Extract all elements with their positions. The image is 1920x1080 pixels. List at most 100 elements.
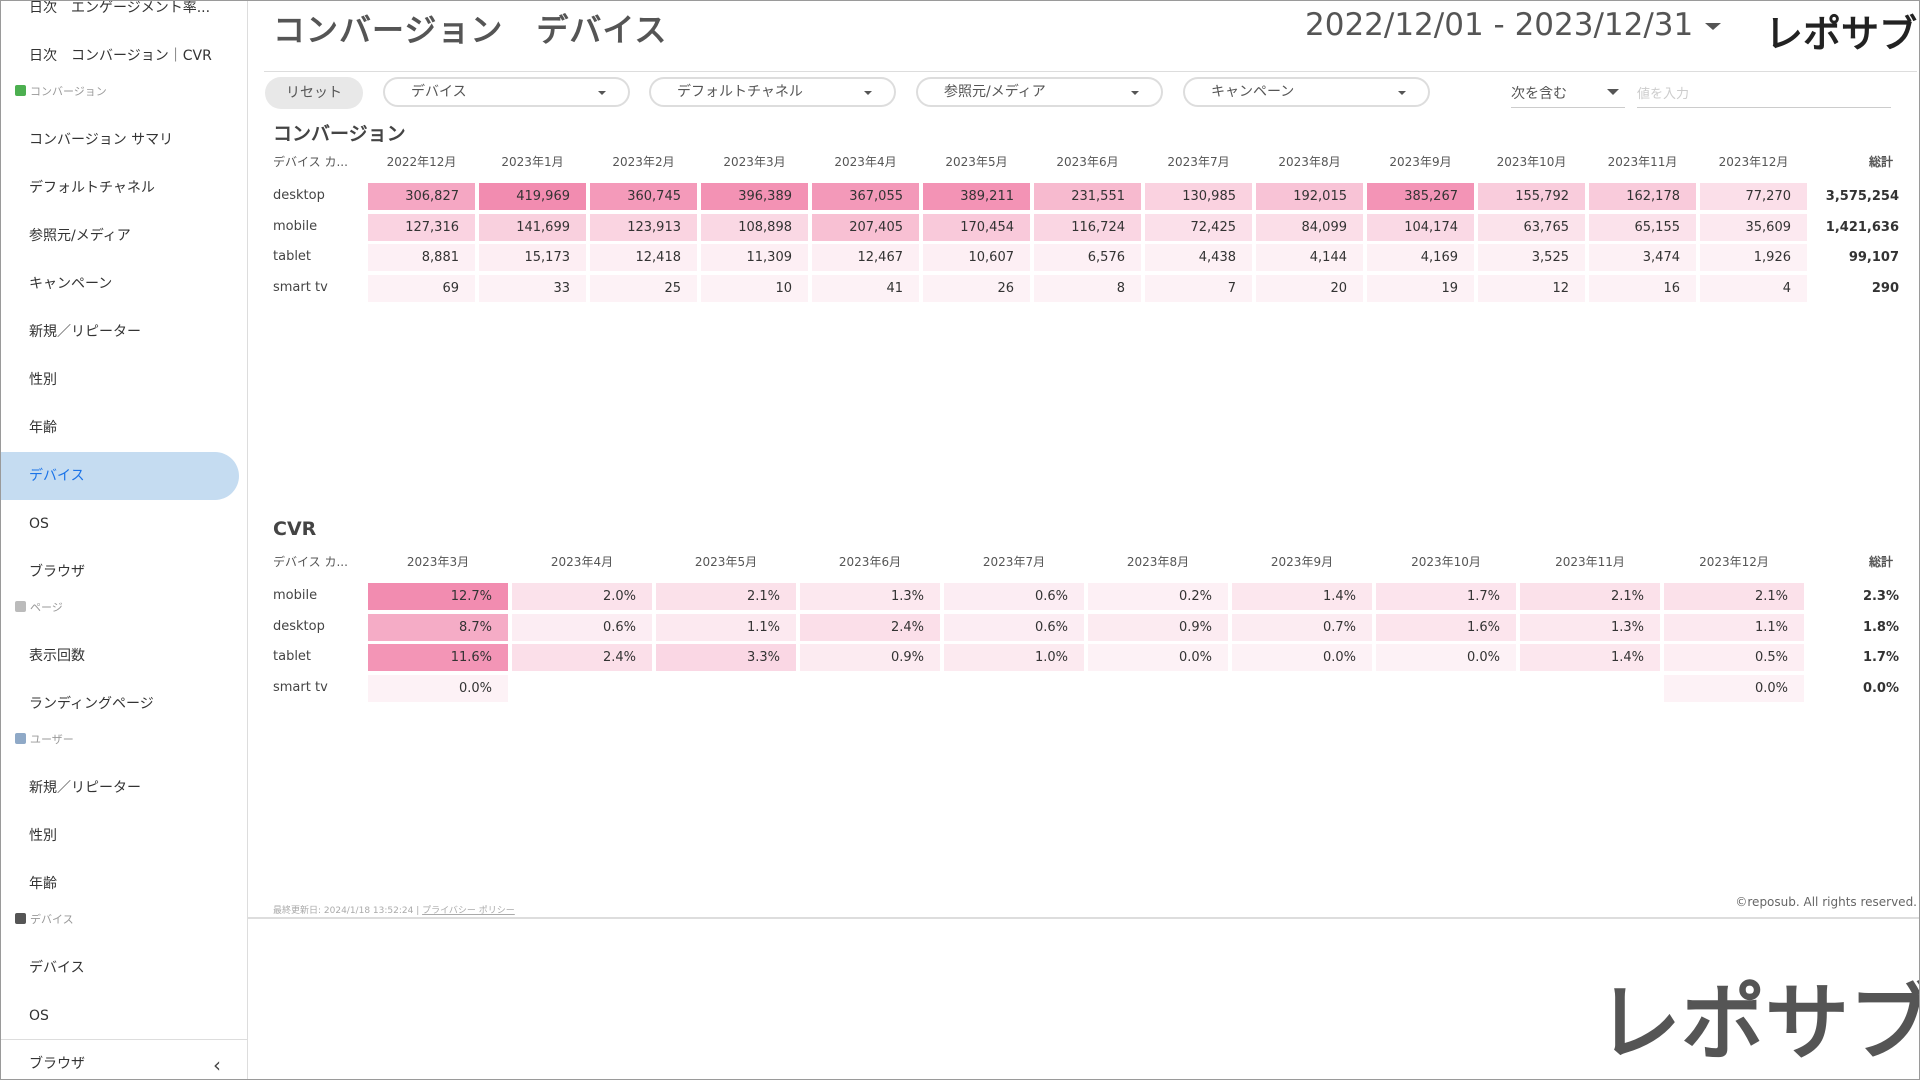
table-cell: 2.0%: [512, 583, 652, 610]
table-cell: 77,270: [1700, 183, 1807, 210]
table-cell: 0.0%: [1664, 674, 1804, 702]
column-header: 2023年11月: [1555, 555, 1625, 569]
reset-button[interactable]: リセット: [265, 77, 363, 109]
collapse-button[interactable]: ‹: [213, 1053, 221, 1077]
nav-item[interactable]: 参照元/メディア: [29, 228, 131, 244]
filter-dropdown[interactable]: キャンペーン: [1183, 77, 1430, 107]
logo: レポサブ: [1765, 12, 1918, 56]
nav-item[interactable]: 新規／リピーター: [29, 324, 141, 340]
table-cell: 12.7%: [368, 583, 508, 610]
column-header: 2023年8月: [1278, 155, 1341, 169]
row-label: mobile: [273, 218, 318, 234]
date-range[interactable]: 2022/12/01 - 2023/12/31: [1305, 7, 1694, 43]
table-cell: 306,827: [368, 183, 475, 210]
nav-item[interactable]: 性別: [29, 372, 57, 388]
column-header: 2023年5月: [945, 155, 1008, 169]
footer-divider: [248, 917, 1919, 919]
table-cell: 63,765: [1478, 213, 1585, 241]
nav-item[interactable]: キャンペーン: [29, 276, 113, 292]
table-cell: 0.6%: [512, 613, 652, 641]
column-header: 2023年12月: [1699, 555, 1769, 569]
nav-item[interactable]: デバイス: [29, 468, 85, 484]
column-header: 2023年9月: [1270, 555, 1334, 569]
table-cell: 155,792: [1478, 183, 1585, 210]
column-header: 2023年4月: [834, 155, 897, 169]
table-cell: 12,418: [590, 244, 697, 271]
column-header: デバイス カ...: [273, 555, 348, 569]
nav-item[interactable]: 新規／リピーター: [29, 780, 141, 796]
table-cell: 4,144: [1256, 244, 1363, 271]
table-cell: 25: [590, 274, 697, 302]
privacy-link[interactable]: プライバシー ポリシー: [422, 906, 515, 916]
table-cell: 8: [1034, 274, 1141, 302]
copyright: ©reposub. All rights reserved.: [1735, 895, 1917, 909]
nav-item[interactable]: ブラウザ: [29, 1056, 85, 1072]
table-cell: 4: [1700, 274, 1807, 302]
column-header: 2023年7月: [982, 555, 1046, 569]
table-cell: 35,609: [1700, 213, 1807, 241]
column-header: 2023年3月: [406, 555, 470, 569]
sidebar: 日次 エンゲージメント率... 日次 コンバージョン｜CVR コンバージョンコンバー…: [1, 1, 248, 1079]
table-cell: 4,438: [1145, 244, 1252, 271]
nav-item[interactable]: デバイス: [29, 960, 85, 976]
nav-item[interactable]: 年齢: [29, 420, 57, 436]
filter-caret: [598, 91, 606, 95]
table-cell: 360,745: [590, 183, 697, 210]
table-cell: 207,405: [812, 213, 919, 241]
table-title: コンバージョン: [273, 123, 406, 145]
table-cell: 12,467: [812, 244, 919, 271]
row-label: tablet: [273, 649, 312, 664]
table-cell: 0.6%: [944, 613, 1084, 641]
nav-item[interactable]: OS: [29, 516, 49, 532]
total-cell: 290: [1871, 280, 1899, 296]
filter-input[interactable]: 値を入力: [1637, 87, 1690, 102]
table-cell: 2.1%: [1520, 583, 1660, 610]
section-heading: コンバージョン: [30, 85, 107, 98]
table-cell: 1.1%: [1664, 613, 1804, 641]
table-cell: 1.6%: [1376, 613, 1516, 641]
table-cell: 396,389: [701, 183, 808, 210]
table-cell: 26: [923, 274, 1030, 302]
column-header: 2022年12月: [386, 155, 457, 169]
column-header: 2023年11月: [1607, 155, 1678, 169]
page-title: コンバージョン デバイス: [273, 11, 668, 49]
section-heading: ページ: [30, 601, 63, 614]
nav-item[interactable]: 年齢: [29, 876, 57, 892]
nav-item[interactable]: OS: [29, 1008, 49, 1024]
table-cell: 123,913: [590, 213, 697, 241]
nav-item[interactable]: 性別: [29, 828, 57, 844]
row-label: tablet: [273, 249, 312, 264]
nav-item[interactable]: 表示回数: [29, 648, 85, 664]
table-cell: 1.4%: [1520, 644, 1660, 671]
table-cell: 1.7%: [1376, 583, 1516, 610]
table-cell: 8.7%: [368, 613, 508, 641]
table-cell: 2.4%: [800, 613, 940, 641]
table-cell: 116,724: [1034, 213, 1141, 241]
filter-dropdown[interactable]: 参照元/メディア: [916, 77, 1163, 107]
total-cell: 1.8%: [1862, 619, 1899, 635]
table-cell: 2.1%: [1664, 583, 1804, 610]
table-cell: 10,607: [923, 244, 1030, 271]
filter-dropdown[interactable]: デフォルトチャネル: [649, 77, 896, 107]
nav-item[interactable]: コンバージョン サマリ: [29, 132, 174, 148]
filter-label: デフォルトチャネル: [677, 84, 803, 100]
nav-item[interactable]: 日次 コンバージョン｜CVR: [29, 48, 212, 64]
table-cell: 130,985: [1145, 183, 1252, 210]
sidebar-divider: [1, 1039, 247, 1040]
match-select[interactable]: 次を含む: [1511, 86, 1567, 102]
filter-dropdown[interactable]: デバイス: [383, 77, 630, 107]
column-header: 2023年10月: [1496, 155, 1567, 169]
date-caret[interactable]: [1705, 23, 1721, 30]
table-cell: 33: [479, 274, 586, 302]
match-caret[interactable]: [1607, 89, 1619, 95]
table-cell: 72,425: [1145, 213, 1252, 241]
table-cell: 20: [1256, 274, 1363, 302]
nav-item[interactable]: ランディングページ: [29, 696, 154, 712]
nav-item[interactable]: 日次 エンゲージメント率...: [29, 1, 211, 16]
input-underline: [1637, 107, 1891, 108]
table-cell: 0.9%: [800, 644, 940, 671]
nav-item[interactable]: デフォルトチャネル: [29, 180, 155, 196]
nav-item[interactable]: ブラウザ: [29, 564, 85, 580]
